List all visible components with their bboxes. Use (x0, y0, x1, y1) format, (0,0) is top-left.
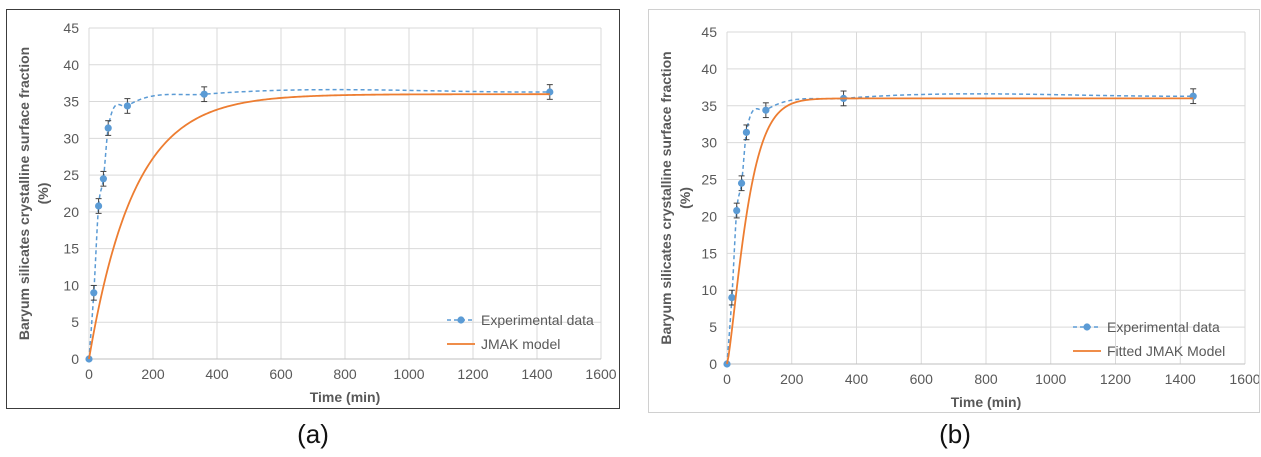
data-point (90, 289, 98, 297)
panel-label-a: (a) (297, 419, 329, 449)
data-point (200, 90, 208, 98)
model-curve (726, 97, 1194, 365)
panel-label-b: (b) (939, 419, 971, 449)
model-curve (88, 93, 550, 360)
legend-swatch-marker (457, 316, 465, 324)
data-point (737, 179, 746, 187)
legend-swatch-marker (1083, 323, 1091, 331)
y-tick-label: 20 (63, 204, 79, 220)
data-point (762, 106, 770, 114)
y-tick-label: 0 (709, 356, 717, 372)
chart-b: 0 5 10 15 20 25 30 35 40 45 0 200 400 600 800 1000 1200 1… (658, 24, 1259, 410)
x-tick-label: 1400 (1165, 371, 1196, 387)
chart-panel-a: 0 5 10 15 20 25 30 35 40 45 0 200 400 600 800 1000 1200 1… (6, 9, 620, 409)
y-tick-label: 20 (701, 208, 717, 224)
y-tick-label: 30 (63, 130, 79, 146)
x-tick-label: 200 (780, 371, 804, 387)
y-axis-title: Baryum silicates crystalline surface fra… (16, 47, 32, 340)
x-tick-label: 600 (910, 371, 934, 387)
data-trendline (88, 88, 550, 360)
x-tick-label: 800 (333, 366, 357, 382)
chart-a: 0 5 10 15 20 25 30 35 40 45 0 200 400 600 800 1000 1200 1… (16, 20, 617, 405)
x-tick-label: 1600 (1229, 371, 1259, 387)
y-tick-label: 0 (71, 351, 79, 367)
y-tick-label: 5 (71, 314, 79, 330)
x-tick-label: 200 (141, 366, 165, 382)
data-point (742, 128, 751, 136)
y-tick-label: 5 (709, 319, 717, 335)
x-tick-label: 1400 (521, 366, 552, 382)
x-tick-label: 800 (974, 371, 998, 387)
data-point (104, 124, 112, 132)
y-tick-label: 35 (63, 94, 79, 110)
y-axis-title: (%) (677, 187, 693, 209)
x-tick-label: 600 (269, 366, 293, 382)
legend-label: Fitted JMAK Model (1107, 343, 1225, 359)
x-axis-title: Time (min) (310, 389, 381, 405)
y-tick-label: 25 (63, 167, 79, 183)
x-tick-label: 0 (723, 371, 731, 387)
y-tick-label: 40 (63, 57, 79, 73)
legend-label: Experimental data (1107, 319, 1220, 335)
data-point (99, 175, 107, 183)
x-tick-label: 1000 (393, 366, 424, 382)
x-tick-label: 1200 (457, 366, 488, 382)
y-axis-title: (%) (35, 183, 51, 205)
data-point (728, 294, 736, 302)
chart-panel-b: 0 5 10 15 20 25 30 35 40 45 0 200 400 600 800 1000 1200 1… (648, 9, 1260, 413)
x-axis-title: Time (min) (951, 394, 1022, 410)
y-tick-label: 45 (63, 20, 79, 36)
y-tick-label: 15 (63, 241, 79, 257)
y-tick-label: 30 (701, 135, 717, 151)
x-tick-label: 0 (85, 366, 93, 382)
legend-label: JMAK model (481, 336, 560, 352)
y-tick-label: 10 (63, 277, 79, 293)
x-tick-label: 400 (205, 366, 229, 382)
legend-label: Experimental data (481, 312, 594, 328)
data-point (123, 102, 131, 110)
x-tick-label: 1600 (585, 366, 616, 382)
y-tick-label: 40 (701, 61, 717, 77)
x-tick-label: 1000 (1035, 371, 1066, 387)
y-axis-title: Baryum silicates crystalline surface fra… (658, 51, 674, 344)
data-point (733, 206, 741, 215)
y-tick-label: 45 (701, 24, 717, 40)
y-tick-label: 25 (701, 172, 717, 188)
x-tick-label: 400 (845, 371, 869, 387)
x-tick-label: 1200 (1100, 371, 1131, 387)
y-tick-label: 10 (701, 282, 717, 298)
data-point (95, 202, 103, 210)
y-tick-label: 35 (701, 98, 717, 114)
y-tick-label: 15 (701, 245, 717, 261)
